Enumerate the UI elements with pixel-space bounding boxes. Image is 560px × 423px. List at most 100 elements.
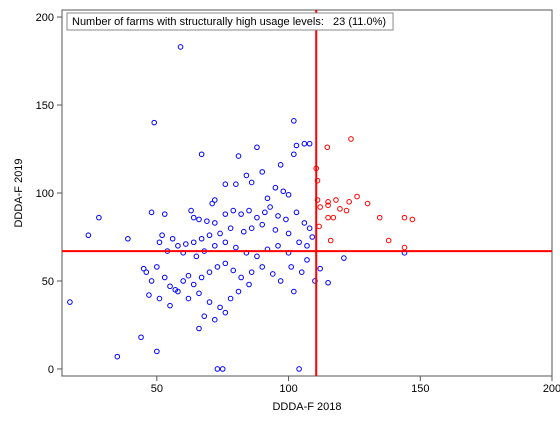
- point: [325, 202, 331, 209]
- x-tick-label: 100: [279, 383, 297, 395]
- point: [222, 260, 229, 267]
- point: [196, 216, 202, 223]
- point: [376, 214, 383, 221]
- point: [346, 198, 352, 205]
- point: [385, 237, 392, 244]
- point: [222, 239, 229, 246]
- point: [156, 239, 163, 246]
- point: [148, 278, 155, 284]
- point: [177, 44, 184, 50]
- point: [259, 221, 266, 228]
- point: [267, 204, 273, 210]
- point: [185, 272, 192, 279]
- point: [325, 214, 331, 221]
- point: [354, 193, 360, 200]
- point: [204, 218, 210, 224]
- point: [275, 213, 281, 219]
- point: [146, 292, 152, 298]
- point: [161, 274, 168, 281]
- point: [246, 207, 252, 214]
- point: [193, 253, 200, 260]
- point: [277, 278, 284, 284]
- point: [304, 257, 310, 263]
- point: [306, 225, 313, 231]
- point: [293, 209, 300, 216]
- point: [235, 288, 242, 295]
- point: [190, 281, 197, 288]
- point: [291, 151, 297, 158]
- point: [348, 136, 354, 142]
- point: [185, 295, 192, 302]
- point: [285, 230, 292, 237]
- point: [198, 235, 205, 242]
- point: [175, 288, 181, 295]
- point: [180, 278, 186, 284]
- point: [238, 211, 244, 217]
- point: [156, 295, 163, 302]
- point: [327, 237, 334, 244]
- x-tick-label: 50: [151, 383, 163, 395]
- point: [246, 281, 252, 288]
- point: [254, 253, 260, 260]
- point: [196, 325, 202, 332]
- point: [206, 299, 213, 305]
- point: [280, 188, 287, 195]
- point: [317, 265, 323, 272]
- point: [159, 232, 165, 239]
- point: [167, 302, 173, 309]
- annotation: Number of farms with structurally high u…: [72, 16, 386, 28]
- point: [143, 269, 150, 275]
- point: [272, 227, 279, 233]
- point: [243, 172, 250, 179]
- point: [188, 207, 194, 214]
- point: [138, 334, 144, 341]
- point: [248, 225, 255, 231]
- point: [209, 200, 215, 207]
- y-tick-label: 100: [36, 188, 54, 200]
- point: [222, 181, 229, 188]
- point: [296, 366, 302, 372]
- point: [198, 274, 205, 281]
- y-axis-title: DDDA-F 2019: [13, 158, 25, 227]
- point: [230, 207, 237, 214]
- point: [337, 206, 343, 212]
- point: [324, 144, 331, 151]
- plot-frame: [61, 9, 553, 377]
- point: [269, 271, 276, 277]
- point: [288, 264, 294, 270]
- point: [154, 348, 160, 355]
- point: [248, 179, 255, 186]
- point: [330, 214, 337, 221]
- point: [301, 140, 308, 147]
- point: [409, 216, 416, 223]
- point: [201, 313, 208, 319]
- point: [140, 265, 147, 272]
- point: [198, 151, 205, 158]
- point: [227, 225, 234, 231]
- point: [169, 235, 176, 242]
- point: [206, 269, 213, 275]
- point: [214, 264, 221, 270]
- point: [304, 242, 310, 249]
- point: [401, 244, 408, 251]
- x-axis-title: DDDA-F 2018: [272, 401, 341, 413]
- point: [291, 288, 297, 295]
- point: [85, 232, 92, 239]
- point: [291, 118, 297, 124]
- point: [183, 241, 189, 247]
- point: [190, 239, 197, 246]
- point: [125, 235, 131, 242]
- point: [214, 366, 221, 372]
- point: [341, 255, 347, 261]
- point: [167, 283, 173, 290]
- point: [401, 214, 408, 221]
- point: [293, 142, 300, 149]
- point: [222, 309, 229, 316]
- y-tick-label: 200: [36, 12, 54, 24]
- point: [161, 211, 168, 217]
- point: [206, 232, 213, 239]
- point: [248, 269, 255, 275]
- point: [301, 220, 308, 226]
- point: [211, 316, 218, 323]
